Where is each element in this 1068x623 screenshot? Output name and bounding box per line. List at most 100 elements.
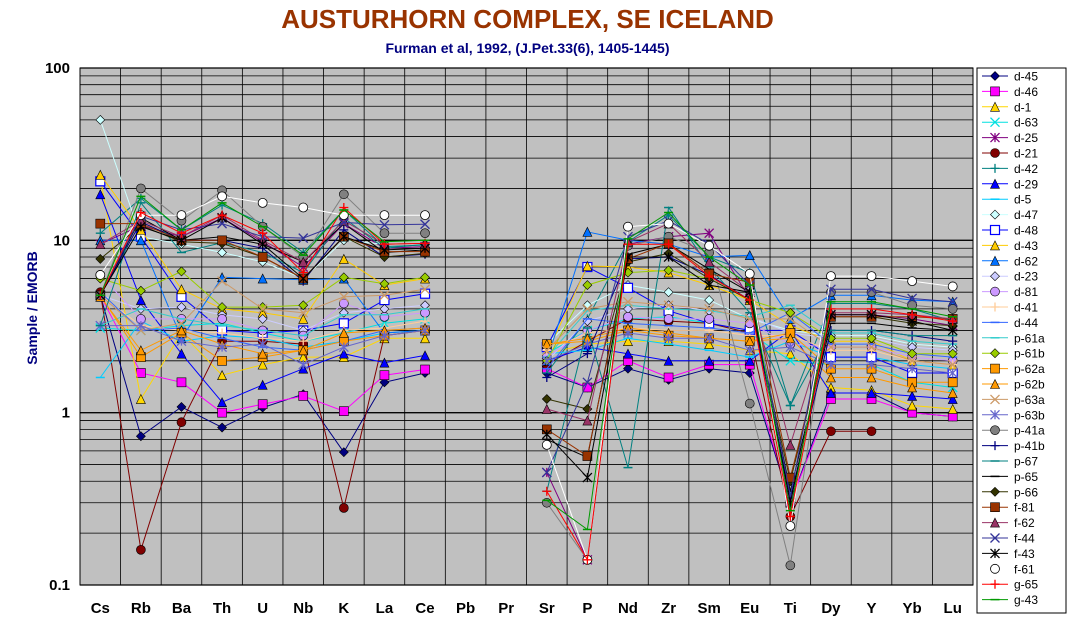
x-tick-label: U — [257, 600, 268, 617]
data-point — [420, 272, 430, 283]
data-point — [379, 377, 390, 388]
legend: d-45d-46d-1 d-63d-25 d-21d-42d-29 d-5d-47 d-… — [982, 70, 1045, 607]
legend-item: d-23 — [982, 270, 1038, 284]
data-point — [866, 342, 877, 353]
legend-label: p-63b — [1014, 408, 1045, 422]
legend-item: d-25 — [982, 131, 1038, 145]
data-point — [217, 422, 227, 433]
legend-marker — [990, 178, 1000, 189]
data-point — [541, 403, 552, 414]
data-point — [95, 114, 106, 125]
data-point — [135, 320, 146, 331]
legend-label: p-41a — [1014, 424, 1045, 438]
data-point — [339, 406, 349, 416]
series-p-63a — [95, 276, 958, 370]
data-point — [948, 336, 958, 346]
data-point — [866, 271, 877, 282]
legend-item: d-5 — [982, 193, 1032, 207]
legend-label: p-61b — [1014, 347, 1045, 361]
data-point — [947, 403, 958, 414]
legend-label: f-61 — [1014, 562, 1035, 576]
data-point — [136, 183, 146, 194]
data-point — [217, 276, 228, 287]
series-p-63b — [95, 320, 958, 378]
x-tick-label: Eu — [740, 600, 759, 617]
legend-marker — [990, 255, 1000, 266]
data-point — [176, 284, 187, 295]
legend-marker — [990, 409, 1000, 420]
legend-item: g-65 — [982, 578, 1038, 592]
data-point — [947, 296, 958, 307]
x-tick-label: Sr — [539, 600, 555, 617]
data-point — [257, 303, 268, 314]
legend-label: d-48 — [1014, 224, 1038, 238]
x-tick-label: Cs — [91, 600, 110, 617]
data-point — [176, 348, 187, 359]
legend-label: d-45 — [1014, 70, 1038, 84]
series-g-65 — [95, 203, 958, 565]
data-point — [866, 359, 877, 370]
data-point — [258, 228, 268, 238]
legend-item: f-43 — [982, 547, 1035, 561]
legend-marker — [990, 486, 1000, 497]
x-tick-label: Lu — [944, 600, 962, 617]
data-point — [217, 235, 227, 246]
data-point — [704, 228, 715, 239]
data-point — [663, 300, 674, 311]
legend-item: d-45 — [982, 70, 1038, 84]
legend-label: d-43 — [1014, 239, 1038, 253]
legend-marker — [990, 394, 1000, 405]
data-point — [663, 333, 674, 344]
x-tick-label: Rb — [131, 600, 151, 617]
y-tick-label: 0.1 — [49, 577, 70, 594]
legend-marker — [990, 579, 1000, 589]
x-tick-label: Yb — [903, 600, 922, 617]
data-point — [704, 295, 715, 306]
data-point — [338, 253, 349, 264]
legend-marker — [990, 132, 1000, 143]
data-point — [582, 451, 593, 461]
data-point — [379, 330, 390, 341]
legend-item: d-48 — [982, 224, 1038, 238]
data-point — [907, 390, 918, 401]
data-point — [217, 407, 227, 418]
data-point — [420, 333, 431, 344]
data-point — [907, 355, 918, 366]
legend-marker — [990, 378, 1000, 389]
data-point — [217, 314, 227, 324]
data-point — [95, 189, 106, 200]
legend-item: p-66 — [982, 485, 1038, 499]
data-point — [176, 318, 187, 329]
data-point — [298, 268, 308, 278]
legend-item: p-62a — [982, 362, 1045, 376]
data-point — [947, 367, 958, 378]
data-point — [785, 560, 796, 571]
data-point — [298, 256, 309, 267]
data-point — [663, 218, 674, 229]
data-point — [704, 355, 715, 366]
data-point — [541, 338, 552, 349]
chart-title: AUSTURHORN COMPLEX, SE ICELAND — [281, 4, 774, 34]
data-point — [744, 268, 755, 279]
x-tick-label: La — [376, 600, 394, 617]
legend-marker — [990, 101, 1000, 112]
data-point — [135, 431, 146, 442]
legend-label: g-65 — [1014, 578, 1038, 592]
data-point — [866, 284, 877, 295]
legend-label: d-63 — [1014, 116, 1038, 130]
x-tick-label: Ti — [784, 600, 797, 617]
data-point — [379, 278, 390, 289]
legend-label: p-63a — [1014, 393, 1045, 407]
series-layer — [95, 114, 958, 571]
legend-item: f-44 — [982, 532, 1035, 546]
legend-item: d-42 — [982, 162, 1038, 176]
legend-label: d-81 — [1014, 285, 1038, 299]
legend-label: d-23 — [1014, 270, 1038, 284]
data-point — [907, 348, 918, 359]
x-tick-label: Dy — [821, 600, 841, 617]
legend-item: d-62 — [982, 254, 1038, 268]
data-point — [622, 348, 633, 359]
legend-item: f-61 — [982, 562, 1035, 576]
data-point — [257, 197, 268, 208]
